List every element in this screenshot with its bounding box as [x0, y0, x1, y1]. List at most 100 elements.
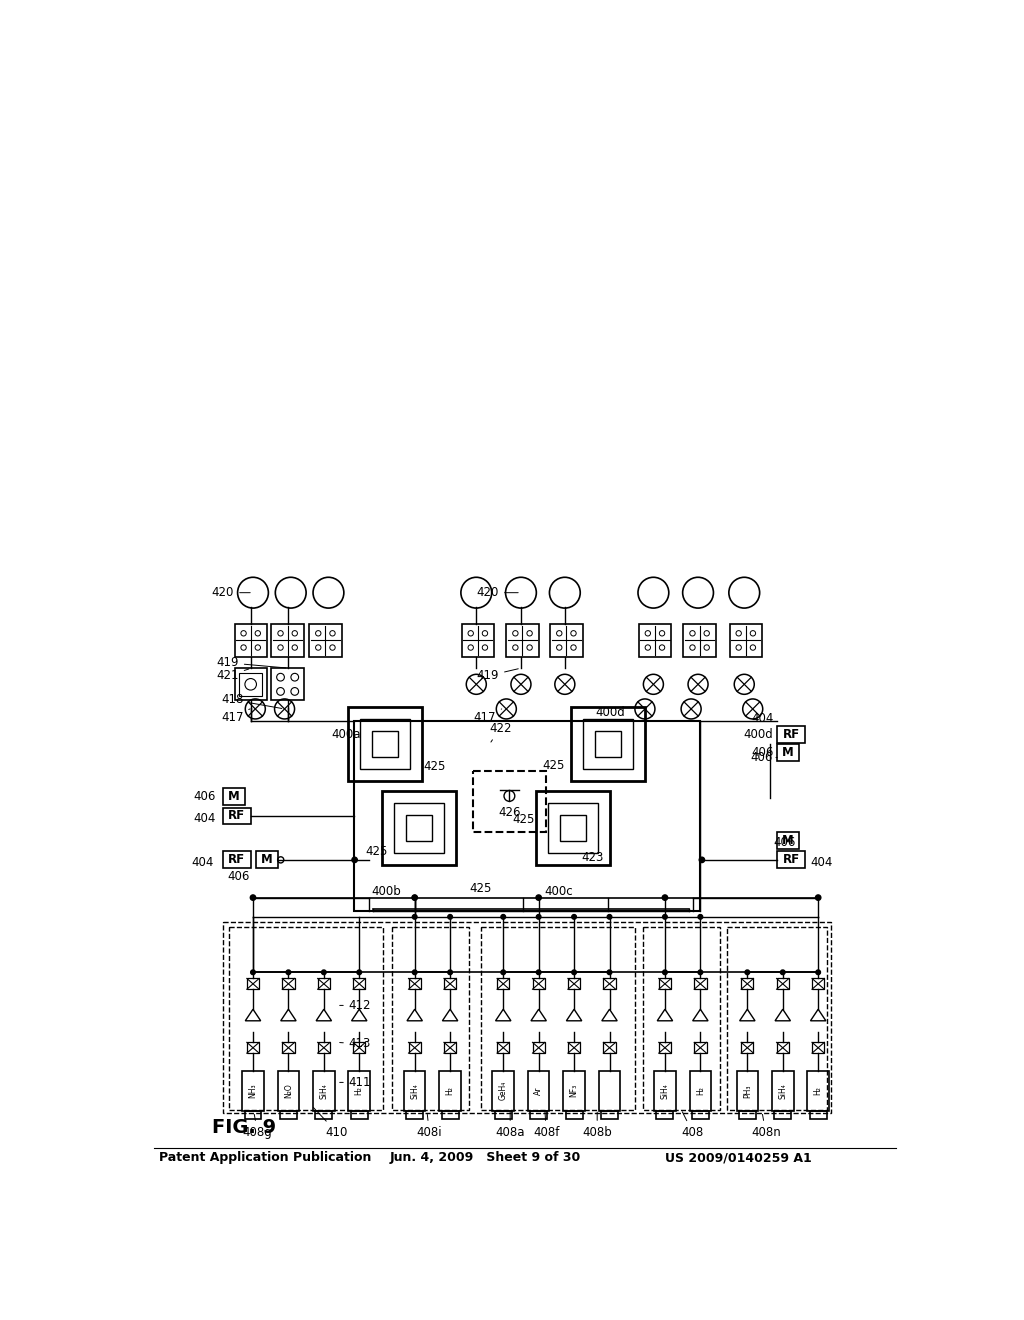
Text: NF₃: NF₃: [569, 1084, 579, 1097]
Bar: [658, 978, 671, 989]
Circle shape: [607, 915, 611, 919]
Text: 408a: 408a: [496, 1113, 525, 1139]
Circle shape: [699, 857, 705, 862]
Text: 408i: 408i: [417, 1114, 442, 1139]
Bar: [683, 624, 716, 656]
Circle shape: [413, 895, 417, 900]
Bar: [351, 1111, 368, 1118]
Bar: [810, 1111, 826, 1118]
Text: Ar: Ar: [535, 1086, 543, 1096]
Bar: [603, 1043, 615, 1053]
Circle shape: [286, 970, 291, 974]
Bar: [736, 1071, 758, 1111]
Circle shape: [816, 970, 820, 974]
Text: 425: 425: [543, 759, 565, 772]
Circle shape: [780, 970, 785, 974]
Bar: [741, 1043, 754, 1053]
Circle shape: [413, 915, 417, 919]
Bar: [313, 1071, 335, 1111]
Text: 400b: 400b: [372, 884, 401, 898]
Bar: [444, 1043, 457, 1053]
Text: 419: 419: [216, 656, 286, 669]
Text: 408: 408: [682, 1111, 703, 1139]
Text: H₂: H₂: [354, 1086, 364, 1096]
Bar: [654, 1071, 676, 1111]
Bar: [776, 978, 788, 989]
Bar: [223, 851, 251, 869]
Text: 408n: 408n: [751, 1114, 780, 1139]
Text: M: M: [782, 834, 794, 847]
Circle shape: [607, 970, 611, 974]
Text: N₂O: N₂O: [284, 1084, 293, 1098]
Bar: [807, 1071, 829, 1111]
Text: M: M: [782, 746, 794, 759]
Bar: [247, 978, 259, 989]
Bar: [481, 927, 635, 1110]
Circle shape: [698, 970, 702, 974]
Circle shape: [663, 895, 668, 900]
Bar: [403, 1071, 425, 1111]
Bar: [229, 927, 383, 1110]
Circle shape: [447, 915, 453, 919]
Bar: [812, 1043, 824, 1053]
Text: 404: 404: [193, 812, 215, 825]
Bar: [772, 1071, 794, 1111]
Text: 410: 410: [313, 1107, 348, 1139]
Bar: [774, 1111, 792, 1118]
Text: 408g: 408g: [243, 1114, 272, 1139]
Bar: [643, 927, 720, 1110]
Bar: [777, 743, 799, 760]
Circle shape: [251, 970, 255, 974]
Bar: [409, 978, 421, 989]
Bar: [256, 851, 278, 869]
Bar: [247, 1043, 259, 1053]
Circle shape: [250, 895, 256, 900]
Bar: [694, 978, 707, 989]
Bar: [741, 978, 754, 989]
Bar: [812, 978, 824, 989]
Text: 426: 426: [498, 807, 520, 820]
Bar: [532, 978, 545, 989]
Text: 406: 406: [751, 751, 777, 764]
Text: 406: 406: [193, 791, 215, 804]
Circle shape: [571, 970, 577, 974]
Bar: [223, 923, 831, 1113]
Circle shape: [537, 915, 541, 919]
Text: 423: 423: [582, 851, 604, 865]
Circle shape: [663, 970, 668, 974]
Bar: [730, 624, 762, 656]
Bar: [497, 1043, 509, 1053]
Text: 420: 420: [476, 586, 518, 599]
Bar: [243, 1071, 264, 1111]
Text: 420: 420: [212, 586, 250, 599]
Bar: [601, 1111, 617, 1118]
Bar: [234, 624, 267, 656]
Bar: [353, 1043, 366, 1053]
Text: M: M: [228, 791, 240, 804]
Text: RF: RF: [228, 853, 246, 866]
Text: SiH₄: SiH₄: [660, 1082, 670, 1098]
Text: NH₃: NH₃: [249, 1084, 257, 1098]
Text: 425: 425: [470, 882, 493, 895]
Bar: [407, 1111, 423, 1118]
Text: RF: RF: [782, 853, 800, 866]
Bar: [563, 1071, 585, 1111]
Text: GeH₄: GeH₄: [499, 1081, 508, 1101]
Circle shape: [501, 915, 506, 919]
Text: 408b: 408b: [583, 1113, 612, 1139]
Text: 418: 418: [221, 693, 282, 709]
Bar: [240, 673, 262, 696]
Text: H₂: H₂: [696, 1086, 705, 1096]
Text: SiH₄: SiH₄: [319, 1082, 329, 1098]
Bar: [776, 1043, 788, 1053]
Text: Jun. 4, 2009   Sheet 9 of 30: Jun. 4, 2009 Sheet 9 of 30: [389, 1151, 581, 1164]
Bar: [727, 927, 827, 1110]
Bar: [689, 1071, 711, 1111]
Circle shape: [357, 970, 361, 974]
Circle shape: [413, 970, 417, 974]
Bar: [532, 1043, 545, 1053]
Text: 425: 425: [424, 760, 445, 774]
Text: 400d: 400d: [595, 706, 625, 719]
Bar: [568, 978, 581, 989]
Bar: [777, 851, 805, 869]
